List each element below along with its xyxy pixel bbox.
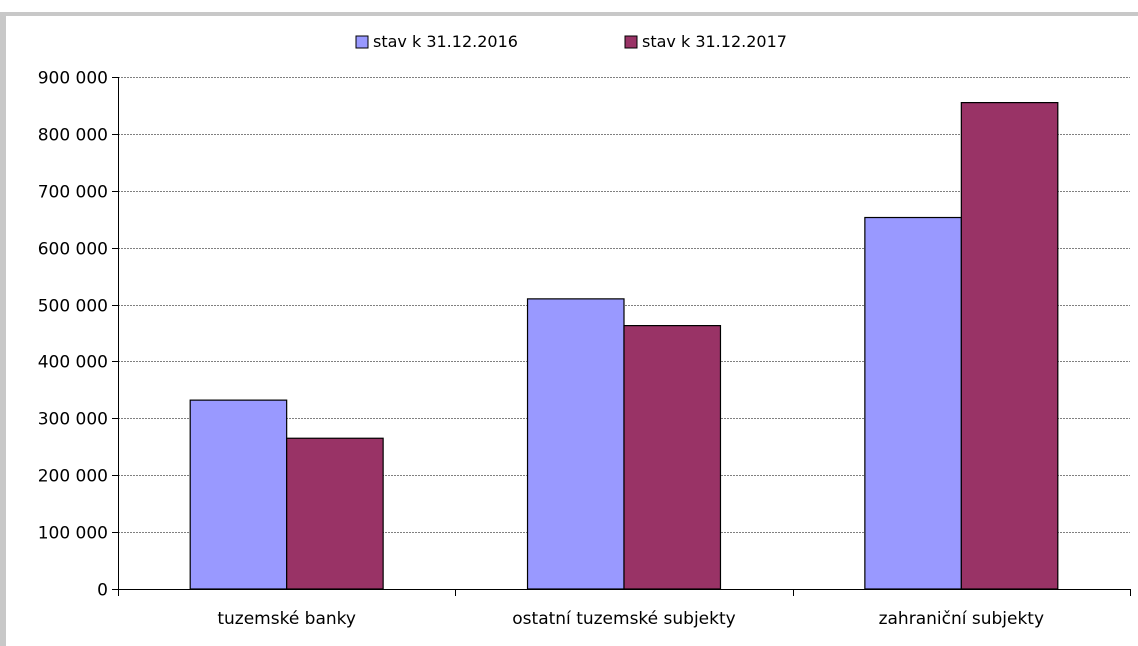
bar: [189, 399, 288, 590]
x-category-label: tuzemské banky: [217, 609, 356, 629]
y-tick-label: 700 000: [38, 183, 108, 203]
bar: [960, 101, 1059, 590]
bar: [864, 216, 962, 590]
x-category-label: ostatní tuzemské subjekty: [512, 609, 735, 629]
y-tick-label: 200 000: [38, 467, 108, 487]
axes: [112, 77, 1131, 596]
y-tick-labels: 0 100 000 200 000 300 000 400 000 500 000 600 …: [38, 69, 108, 601]
y-tick-label: 500 000: [38, 297, 108, 317]
legend: stav k 31.12.2016 stav k 31.12.2017: [355, 32, 787, 51]
y-tick-label: 600 000: [38, 240, 108, 260]
legend-swatch: [355, 35, 369, 49]
bar: [526, 298, 625, 590]
y-tick-label: 0: [97, 581, 108, 601]
x-category-labels: tuzemské banky ostatní tuzemské subjekty z…: [217, 609, 1044, 629]
y-tick-label: 800 000: [38, 126, 108, 146]
y-tick-label: 100 000: [38, 524, 108, 544]
bar: [623, 325, 722, 590]
y-tick-label: 400 000: [38, 353, 108, 373]
legend-label: stav k 31.12.2016: [373, 32, 518, 51]
legend-label: stav k 31.12.2017: [642, 32, 787, 51]
legend-swatch: [624, 35, 638, 49]
x-category-label: zahraniční subjekty: [879, 609, 1044, 629]
y-tick-label: 900 000: [38, 69, 108, 89]
frame-left-border: [0, 12, 6, 646]
bars: [189, 101, 1059, 590]
frame-top-border: [0, 12, 1138, 16]
bar: [286, 437, 384, 590]
y-tick-label: 300 000: [38, 410, 108, 430]
